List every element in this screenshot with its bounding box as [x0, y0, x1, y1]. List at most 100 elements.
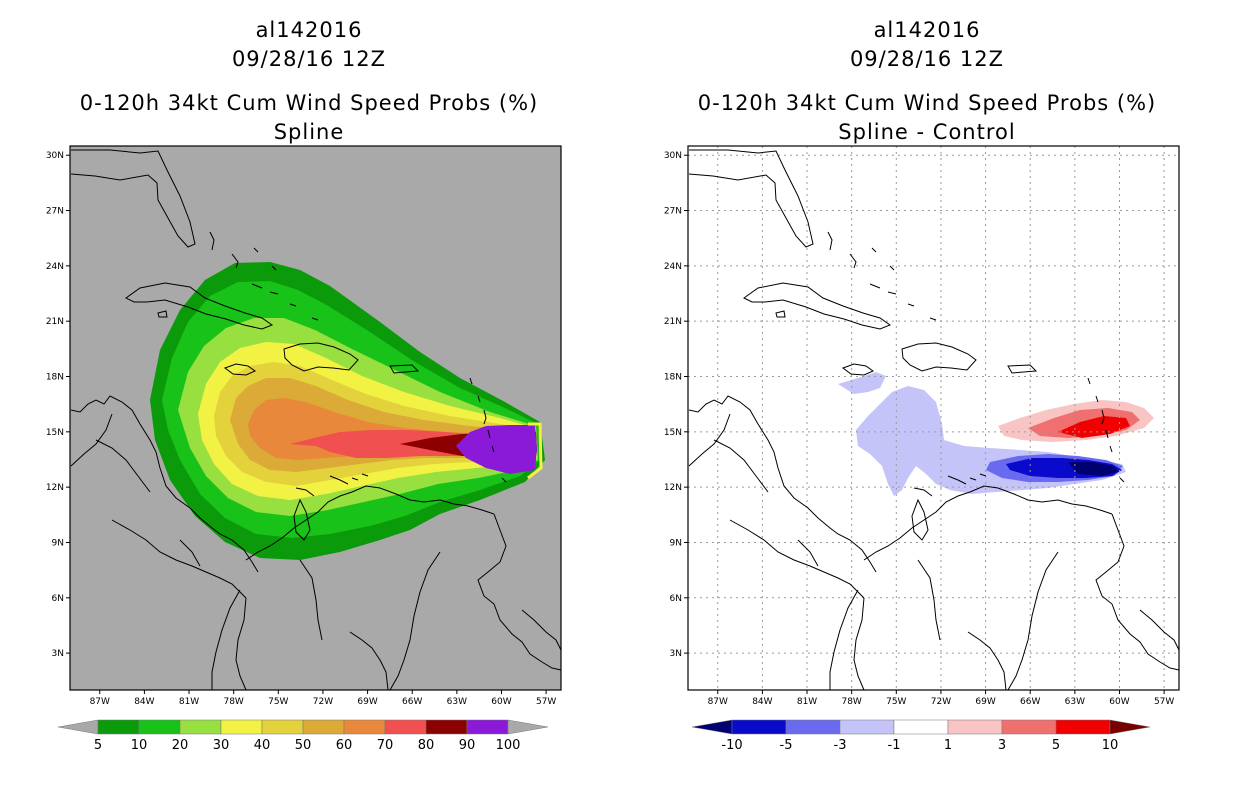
prob-90-contour — [456, 425, 537, 474]
colorbar-label: -1 — [888, 738, 901, 753]
coastline — [487, 429, 491, 439]
colorbar-label: 90 — [459, 738, 476, 753]
coastline — [477, 513, 562, 671]
coastlines — [688, 149, 1180, 691]
coastline — [871, 247, 877, 253]
lat-tick-label: 3N — [670, 649, 682, 659]
lon-tick-label: 63W — [1065, 697, 1085, 707]
coastline — [688, 413, 731, 467]
right-panel: al142016 09/28/16 12Z 0-120h 34kt Cum Wi… — [618, 0, 1236, 800]
prob-edge-rim — [527, 422, 543, 480]
coastline — [521, 609, 562, 651]
left-probability-map: 30N 27N 24N 21N 18N 15N 12N 9N 6N 3N 87W 84W 81W 78W 7… — [46, 145, 562, 753]
coastline — [361, 473, 369, 477]
coastline — [827, 231, 833, 251]
lat-tick-label: 12N — [46, 483, 64, 493]
coastline — [283, 342, 359, 372]
colorbar-label: 80 — [418, 738, 435, 753]
lon-tick-label: 69W — [975, 697, 995, 707]
lat-tick-label: 3N — [52, 649, 64, 659]
lat-tick-label: 18N — [46, 373, 64, 383]
coastline — [477, 395, 481, 403]
coastline — [929, 317, 937, 321]
colorbar-box — [384, 719, 427, 735]
coastline — [979, 473, 987, 477]
coastline — [1095, 513, 1180, 671]
coastline — [251, 283, 263, 289]
colorbar-label: 100 — [496, 738, 521, 753]
colorbar-low-arrow — [691, 719, 733, 735]
colorbar-label: 10 — [1102, 738, 1119, 753]
lat-tick-label: 21N — [46, 317, 64, 327]
coastline — [869, 283, 881, 289]
colorbar-label: -10 — [721, 738, 742, 753]
colorbar-label: 10 — [131, 738, 148, 753]
coastline — [743, 282, 892, 330]
lat-tick-label: 24N — [664, 262, 682, 272]
colorbar-box — [785, 719, 841, 735]
coastline — [967, 631, 1007, 691]
colorbar-label: 60 — [336, 738, 353, 753]
coastline — [389, 551, 441, 691]
right-title: 0-120h 34kt Cum Wind Speed Probs (%) — [697, 91, 1157, 115]
lat-tick-label: 6N — [670, 594, 682, 604]
coastline — [223, 363, 257, 376]
lat-tick-label: 27N — [46, 207, 64, 217]
gridlines — [688, 146, 1179, 690]
lon-tick-label: 78W — [841, 697, 861, 707]
coastline — [917, 559, 941, 641]
lon-tick-label: 75W — [268, 697, 288, 707]
coastline — [1139, 609, 1180, 651]
coastline — [157, 310, 168, 318]
coastline — [70, 413, 113, 467]
lon-tick-label: 87W — [708, 697, 728, 707]
coastline — [469, 377, 473, 385]
coastline — [863, 491, 971, 561]
colorbar-high-arrow — [507, 719, 549, 735]
left-panel: al142016 09/28/16 12Z 0-120h 34kt Cum Wi… — [46, 18, 562, 753]
coastline — [95, 439, 151, 493]
colorbar-box — [261, 719, 304, 735]
coastline — [1109, 445, 1113, 453]
coastline — [293, 498, 311, 541]
colorbar-label: 5 — [1052, 738, 1060, 753]
lon-tick-label: 78W — [223, 697, 243, 707]
lat-tick-label: 30N — [46, 151, 64, 161]
colorbar-label: 20 — [172, 738, 189, 753]
coastline — [235, 597, 247, 691]
coastline — [70, 395, 259, 573]
left-title: 0-120h 34kt Cum Wind Speed Probs (%) — [79, 91, 539, 115]
colorbar-box — [220, 719, 263, 735]
colorbar-label: -3 — [834, 738, 847, 753]
coastline — [849, 253, 857, 269]
lon-tick-label: 87W — [90, 697, 110, 707]
coastline — [389, 364, 420, 374]
coastline — [253, 247, 259, 253]
lon-tick-label: 72W — [313, 697, 333, 707]
coastline — [483, 409, 487, 425]
colorbar-legend: -10 -5 -3 -1 1 3 5 10 — [691, 719, 1151, 753]
coastline — [351, 477, 359, 481]
colorbar-label: 30 — [213, 738, 230, 753]
lat-tick-label: 18N — [664, 373, 682, 383]
lat-tick-label: 27N — [664, 207, 682, 217]
colorbar-box — [839, 719, 895, 735]
coastline — [1095, 395, 1099, 403]
coastline — [111, 519, 247, 599]
lon-tick-label: 63W — [447, 697, 467, 707]
coastline — [713, 439, 769, 493]
coastline — [329, 475, 349, 485]
colorbar-label: 40 — [254, 738, 271, 753]
coastline — [969, 485, 1113, 515]
coastline — [1007, 551, 1059, 691]
colorbar-box — [302, 719, 345, 735]
colorbar-box — [1055, 719, 1111, 735]
colorbar-box — [893, 719, 949, 735]
plot-frame — [687, 145, 1180, 691]
colorbar-label: 3 — [998, 738, 1006, 753]
coastline — [299, 559, 323, 641]
colorbar-box — [343, 719, 386, 735]
coastline — [1101, 409, 1105, 425]
coastline — [351, 485, 495, 515]
coastline — [889, 265, 895, 271]
